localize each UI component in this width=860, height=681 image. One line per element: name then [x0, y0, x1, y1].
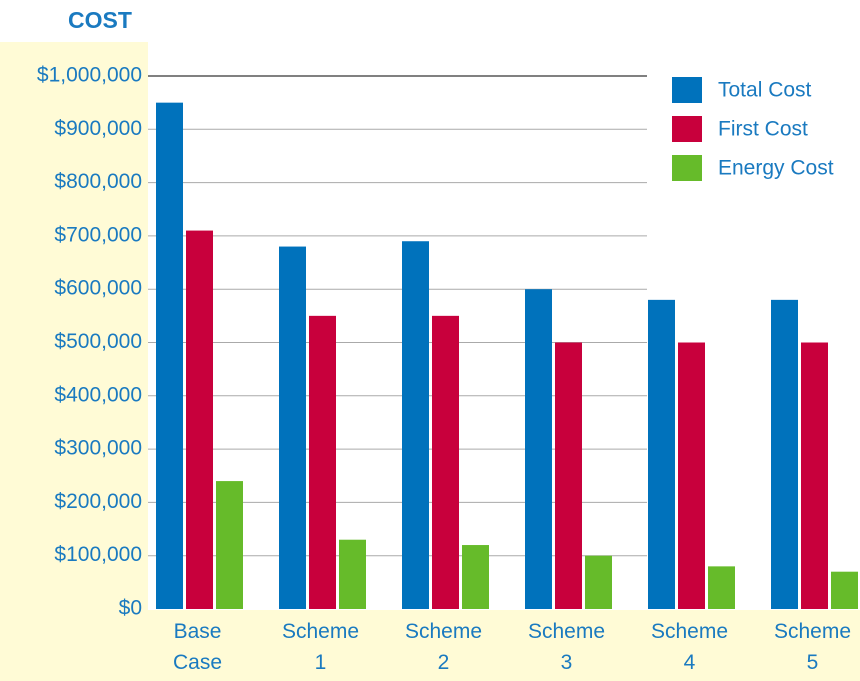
y-tick-label: $400,000 — [54, 383, 142, 406]
bar — [216, 481, 243, 609]
legend-swatch — [672, 155, 702, 181]
bar — [339, 539, 366, 609]
bar — [402, 241, 429, 610]
x-tick-label: Base Case — [173, 620, 222, 674]
y-tick-label: $200,000 — [54, 490, 142, 513]
y-tick-label: $800,000 — [54, 170, 142, 193]
bar — [831, 571, 858, 609]
bar — [555, 342, 582, 609]
bar — [585, 555, 612, 609]
bar — [309, 315, 336, 609]
x-tick-label: Scheme 3 — [528, 620, 605, 674]
x-tick-label: Scheme 4 — [651, 620, 728, 674]
y-tick-label: $100,000 — [54, 543, 142, 566]
bar — [186, 230, 213, 609]
bar — [648, 299, 675, 609]
x-tick-label: Scheme 5 — [774, 620, 851, 674]
bar — [525, 289, 552, 609]
bar — [279, 246, 306, 609]
y-tick-label: $0 — [119, 597, 142, 620]
bar — [771, 299, 798, 609]
chart-title: COST — [68, 7, 132, 33]
bar — [156, 102, 183, 610]
y-tick-label: $900,000 — [54, 117, 142, 140]
y-axis-panel — [0, 42, 148, 681]
bar — [432, 315, 459, 609]
bar — [678, 342, 705, 609]
y-tick-label: $500,000 — [54, 330, 142, 353]
legend-label: First Cost — [718, 118, 808, 141]
y-tick-label: $1,000,000 — [37, 64, 142, 87]
x-tick-label: Scheme 2 — [405, 620, 482, 674]
bar — [708, 566, 735, 609]
y-tick-label: $300,000 — [54, 437, 142, 460]
bar — [801, 342, 828, 609]
legend-swatch — [672, 77, 702, 103]
x-axis-panel — [148, 610, 860, 681]
legend-label: Energy Cost — [718, 157, 834, 180]
y-tick-label: $700,000 — [54, 223, 142, 246]
legend-label: Total Cost — [718, 79, 812, 102]
x-tick-label: Scheme 1 — [282, 620, 359, 674]
bar — [462, 545, 489, 609]
y-tick-label: $600,000 — [54, 277, 142, 300]
legend-swatch — [672, 116, 702, 142]
